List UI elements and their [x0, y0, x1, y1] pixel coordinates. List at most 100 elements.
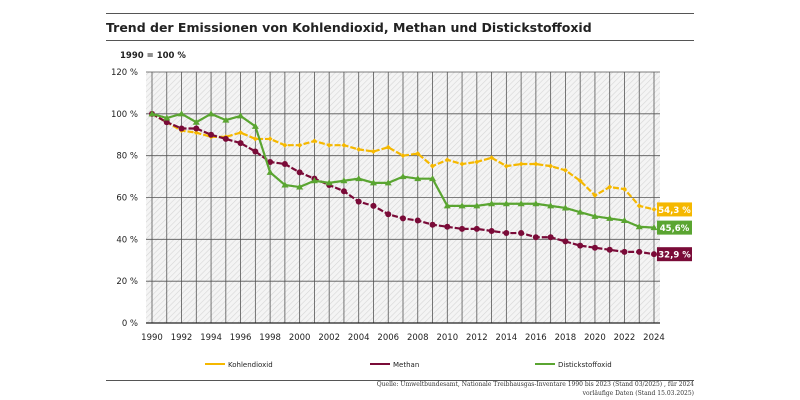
data-point [296, 169, 303, 176]
x-tick-label: 2020 [584, 333, 606, 343]
x-tick-label: 2024 [643, 333, 665, 343]
data-point [163, 119, 170, 126]
data-point [297, 142, 303, 148]
data-point [252, 136, 258, 142]
data-point [252, 148, 259, 155]
data-point [547, 234, 554, 241]
data-point [606, 246, 613, 253]
data-point [636, 203, 642, 209]
data-point [281, 181, 289, 188]
data-point [429, 175, 437, 182]
data-point [636, 248, 643, 255]
y-tick-label: 0 % [122, 319, 138, 329]
y-tick-label: 20 % [116, 277, 138, 287]
x-tick-label: 2006 [377, 333, 399, 343]
legend-label: Methan [393, 361, 419, 369]
x-tick-label: 1996 [230, 333, 252, 343]
data-point [518, 161, 524, 167]
data-point [208, 131, 215, 138]
data-point [222, 135, 229, 142]
y-tick-label: 60 % [116, 194, 138, 204]
data-point [399, 173, 407, 180]
y-tick-label: 100 % [111, 110, 138, 120]
x-tick-label: 1990 [141, 333, 163, 343]
x-tick-label: 1998 [259, 333, 281, 343]
data-point [620, 217, 628, 224]
data-point [340, 177, 348, 184]
end-label-box [657, 202, 692, 217]
data-point [650, 224, 658, 231]
data-point [267, 158, 274, 165]
end-label: 54,3 % [658, 206, 691, 216]
data-point [251, 122, 259, 129]
data-point [193, 125, 200, 132]
footer-divider [106, 380, 694, 381]
data-point [489, 155, 495, 161]
data-point [444, 157, 450, 163]
data-point [458, 202, 466, 209]
data-point [282, 142, 288, 148]
x-tick-label: 2016 [525, 333, 547, 343]
data-point [414, 175, 422, 182]
data-point [384, 179, 392, 186]
data-point [562, 167, 568, 173]
data-point [296, 183, 304, 190]
x-tick-label: 1992 [171, 333, 193, 343]
data-point [207, 110, 215, 117]
data-point [192, 118, 200, 125]
unit-note: 1990 = 100 % [120, 51, 186, 61]
data-point [517, 200, 525, 207]
data-point [532, 200, 540, 207]
legend-label: Kohlendioxid [228, 361, 273, 369]
data-point [577, 178, 583, 184]
data-point [341, 142, 347, 148]
data-point [415, 151, 421, 157]
data-point [488, 200, 496, 207]
data-point [356, 146, 362, 152]
data-point [355, 198, 362, 205]
data-point [577, 242, 584, 249]
data-point [370, 202, 377, 209]
x-tick-label: 2000 [289, 333, 311, 343]
data-point [414, 217, 421, 224]
title-divider [106, 40, 694, 41]
data-point [237, 112, 245, 119]
data-point [651, 206, 657, 212]
data-point [606, 214, 614, 221]
data-point [547, 202, 555, 209]
data-point [621, 186, 627, 192]
data-point [267, 136, 273, 142]
data-point [562, 238, 569, 245]
data-point [400, 153, 406, 159]
end-label: 45,6% [660, 224, 690, 234]
data-point [459, 225, 466, 232]
data-point [163, 114, 171, 121]
source-line-1: Quelle: Umweltbundesamt, Nationale Treib… [376, 381, 694, 388]
data-point [148, 110, 156, 117]
end-label-box [657, 247, 692, 262]
x-tick-label: 2014 [496, 333, 518, 343]
data-point [503, 230, 510, 237]
end-label: 32,9 % [658, 251, 691, 261]
x-tick-label: 1994 [200, 333, 222, 343]
data-point [369, 179, 377, 186]
data-point [591, 212, 599, 219]
source-line-2: vorläufige Daten (Stand 15.03.2025) [582, 390, 694, 397]
data-point [311, 138, 317, 144]
data-point [592, 192, 598, 198]
data-point [561, 204, 569, 211]
x-tick-label: 2004 [348, 333, 370, 343]
data-point [473, 225, 480, 232]
data-point [370, 148, 376, 154]
data-point [444, 223, 451, 230]
data-point [178, 125, 185, 132]
data-point [222, 116, 230, 123]
data-point [502, 200, 510, 207]
y-tick-label: 120 % [111, 68, 138, 78]
data-point [429, 221, 436, 228]
x-tick-label: 2022 [614, 333, 636, 343]
series-line-kohlendioxid [151, 112, 655, 211]
data-point [266, 168, 274, 175]
